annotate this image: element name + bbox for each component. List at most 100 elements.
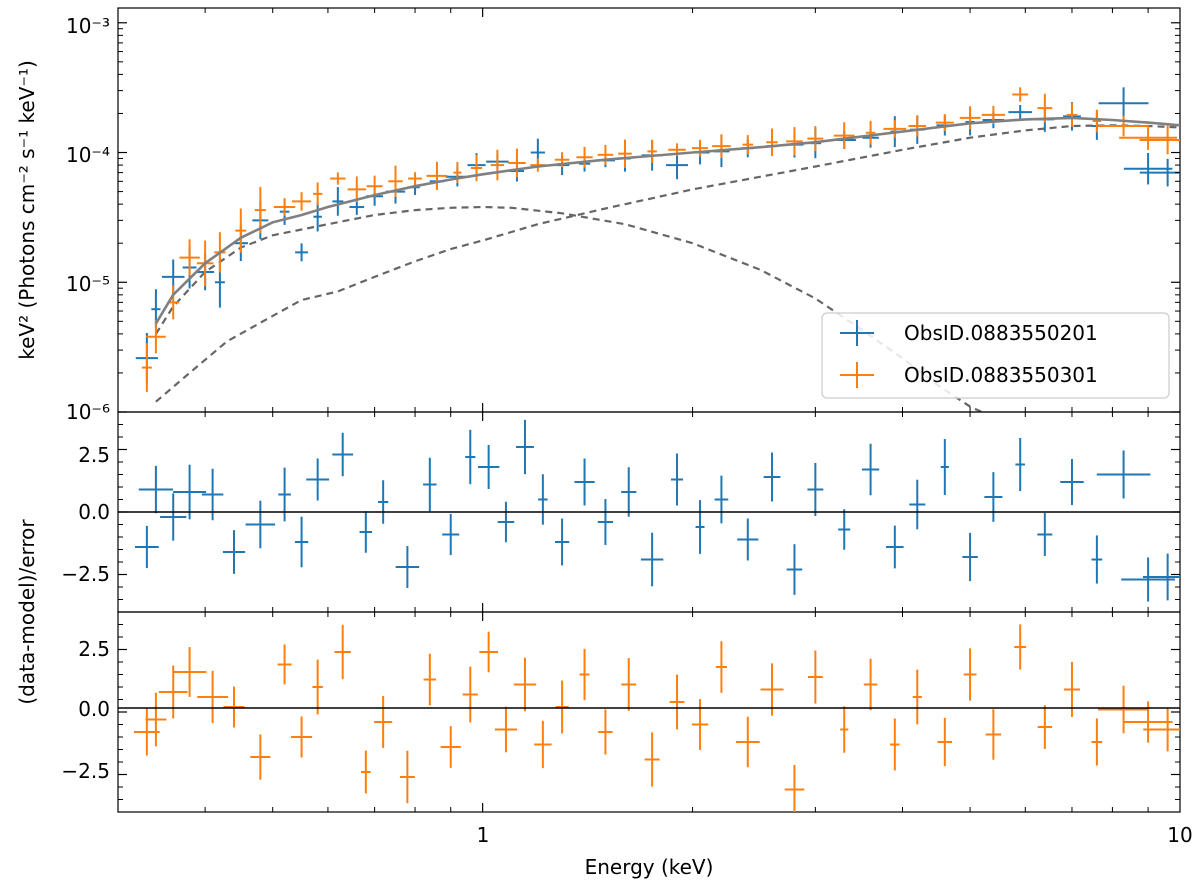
spectrum-point-1-30 (742, 135, 754, 155)
residual-point-1-11 (360, 750, 371, 794)
residual-point-0-11 (359, 511, 373, 553)
residual-0301-ytick-label-pos: 2.5 (78, 637, 110, 661)
residual-point-1-31 (784, 765, 805, 812)
spectrum-point-1-20 (508, 148, 526, 178)
spectrum-point-1-25 (618, 139, 632, 168)
residual-point-0-29 (737, 518, 759, 561)
legend-label-0301: ObsID.0883550301 (904, 363, 1098, 387)
residual-point-0-20 (538, 474, 548, 525)
residual-point-0-33 (838, 509, 851, 550)
residual-point-1-35 (890, 718, 900, 771)
spectrum-point-1-18 (470, 154, 483, 182)
residual-point-0-3 (173, 464, 207, 520)
residual-point-1-39 (985, 709, 1002, 760)
residual-point-0-17 (477, 444, 500, 490)
residual-y-axis-label: (data-model)/error (15, 519, 39, 705)
residual-point-1-10 (334, 624, 351, 680)
residual-point-0-27 (695, 500, 705, 554)
residual-point-1-23 (598, 709, 613, 755)
residual-point-0-38 (962, 532, 978, 582)
model-hard-component-line (155, 124, 1180, 403)
residual-point-1-37 (937, 717, 953, 767)
xtick-label-10: 10 (1167, 823, 1192, 847)
residual-point-0-14 (423, 457, 437, 512)
spectrum-point-1-26 (647, 139, 657, 164)
residual-point-0-26 (670, 453, 684, 506)
residual-point-1-14 (423, 653, 437, 706)
residual-point-1-24 (621, 658, 637, 711)
residual-0201-ticks (117, 412, 1180, 612)
legend: ObsID.0883550201 ObsID.0883550301 (821, 312, 1170, 399)
residual-point-1-25 (644, 732, 660, 787)
residual-point-0-0 (134, 525, 159, 569)
residual-point-1-7 (277, 644, 292, 685)
spectrum-point-1-32 (786, 127, 803, 156)
residual-point-0-7 (278, 467, 291, 522)
residual-point-0-45 (1121, 557, 1175, 602)
residual-point-0-18 (497, 501, 515, 543)
spectrum-point-0-46 (1123, 153, 1173, 185)
legend-marker-0201 (840, 320, 874, 346)
residual-panel-0201: 2.5 0.0 −2.5 (61, 411, 1181, 613)
residual-point-0-41 (1037, 513, 1053, 556)
residual-0301-ticks (117, 612, 1180, 812)
residual-point-0-31 (786, 544, 803, 595)
residual-point-0-30 (763, 452, 781, 502)
spectrum-point-1-43 (1066, 103, 1078, 127)
residual-point-1-17 (479, 631, 498, 673)
spectrum-point-1-9 (291, 192, 312, 211)
residual-point-1-5 (223, 686, 245, 728)
spectrum-model-layer (135, 87, 1180, 412)
residual-point-1-32 (807, 650, 823, 704)
residual-point-1-30 (760, 663, 784, 716)
spectrum-point-1-7 (254, 186, 266, 234)
residual-point-0-13 (395, 546, 420, 588)
spectrum-ytick-label-1e-6: 10⁻⁶ (66, 400, 110, 424)
residual-point-0-21 (555, 518, 570, 566)
residual-point-0-32 (807, 462, 824, 517)
residual-point-1-19 (513, 657, 537, 712)
residual-point-1-38 (963, 648, 977, 701)
residual-point-1-8 (291, 716, 313, 758)
residual-point-0-42 (1060, 458, 1084, 506)
legend-frame (821, 312, 1170, 399)
residual-point-1-46 (1143, 707, 1180, 752)
residual-point-0-6 (245, 500, 276, 549)
residual-point-0-10 (332, 432, 354, 477)
residual-panel-0301: 2.5 0.0 −2.5 (data-model)/error 1 10 Ene… (15, 519, 1193, 879)
spectrum-point-0-45 (1098, 87, 1149, 120)
residual-point-0-34 (861, 443, 880, 496)
residual-0201-layer (118, 419, 1180, 602)
residual-point-0-37 (940, 439, 949, 495)
residual-point-0-8 (294, 516, 309, 568)
spectrum-ticks (117, 8, 1180, 413)
residual-point-0-46 (1143, 553, 1180, 601)
residual-point-0-16 (465, 429, 476, 485)
residual-point-1-40 (1014, 624, 1027, 670)
residual-point-1-36 (912, 669, 922, 725)
residual-point-1-1 (145, 692, 167, 747)
residual-point-0-24 (621, 467, 637, 517)
spectrum-point-0-10 (313, 201, 322, 232)
residual-0201-ytick-label-pos: 2.5 (78, 443, 110, 467)
spectrum-point-1-35 (865, 120, 876, 145)
residual-point-1-33 (840, 706, 849, 753)
spectrum-point-1-37 (908, 115, 927, 137)
spectrum-point-1-33 (807, 126, 824, 152)
residual-point-0-19 (516, 419, 534, 475)
spectrum-point-1-16 (426, 161, 448, 191)
residual-point-0-28 (714, 475, 729, 524)
spectrum-point-1-31 (766, 128, 778, 156)
spectrum-point-1-6 (235, 208, 247, 253)
spectrum-point-1-24 (597, 144, 614, 165)
residual-point-0-15 (442, 513, 460, 556)
spectrum-point-1-13 (366, 175, 383, 197)
residual-series-0301 (134, 624, 1180, 812)
residual-point-0-9 (306, 458, 330, 501)
residual-point-1-20 (534, 720, 552, 769)
residual-point-1-4 (197, 670, 228, 724)
spectrum-panel: 10⁻⁶ 10⁻⁵ 10⁻⁴ 10⁻³ keV² (Photons cm⁻² s… (15, 7, 1181, 424)
legend-marker-0301 (840, 362, 874, 388)
residual-point-0-5 (222, 530, 246, 574)
